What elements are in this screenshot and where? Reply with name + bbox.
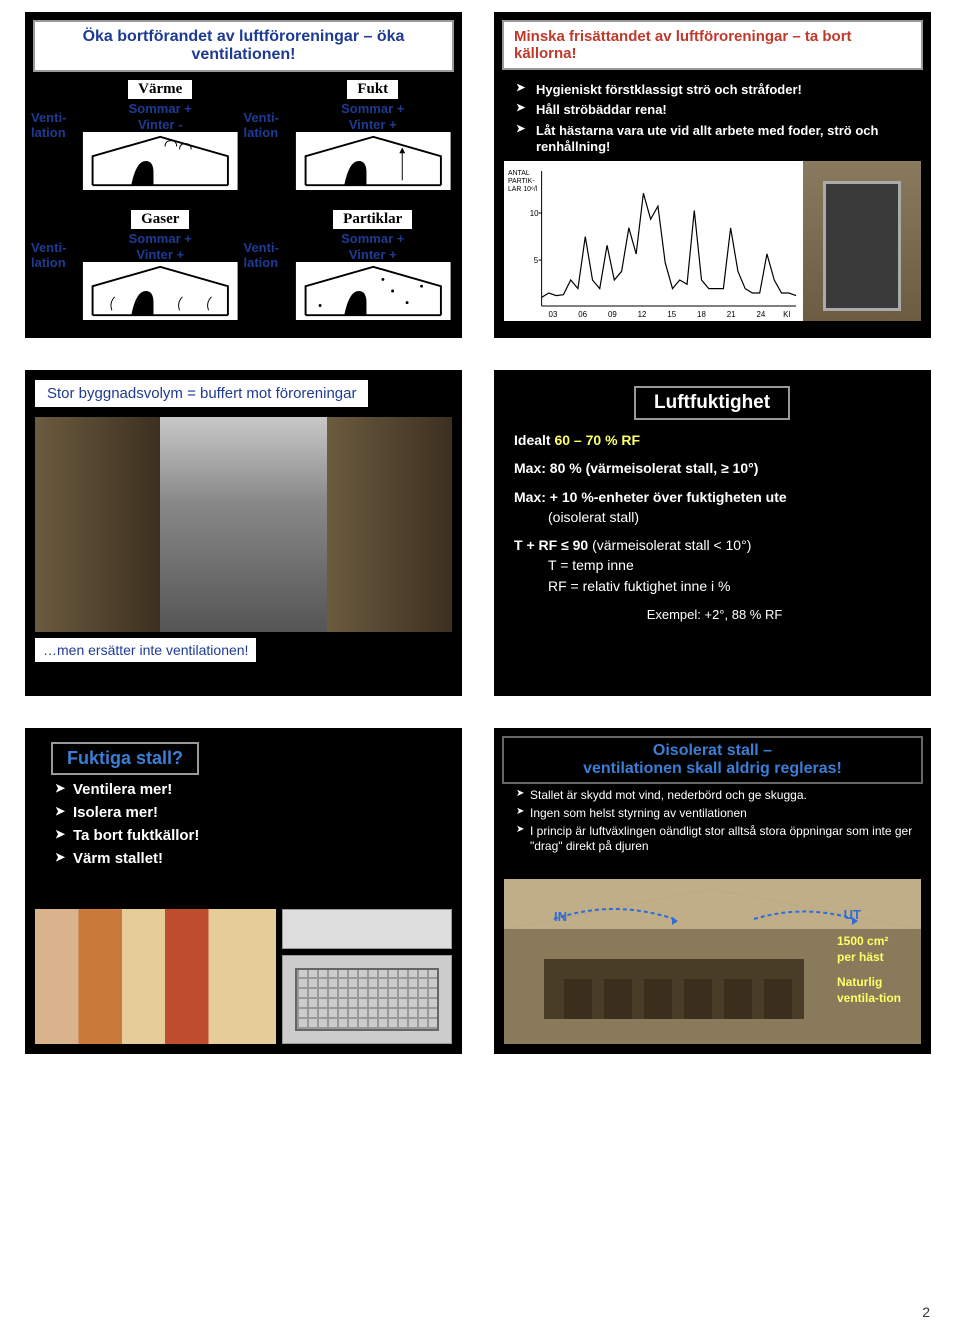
- svg-text:Kl: Kl: [783, 310, 790, 319]
- vent-cell: Venti-lation Partiklar Sommar +Vinter +: [244, 210, 457, 340]
- svg-text:10: 10: [530, 209, 539, 218]
- vent-cell: Venti-lation Gaser Sommar +Vinter +: [31, 210, 244, 340]
- vent-grid: Venti-lation Värme Sommar +Vinter - Vent…: [25, 80, 462, 340]
- page: Öka bortförandet av luftföroreningar – ö…: [0, 0, 960, 1340]
- svg-text:ANTAL: ANTAL: [508, 170, 530, 177]
- vent-label: Venti-lation: [244, 80, 290, 140]
- bullet: Ingen som helst styrning av ventilatione…: [516, 806, 919, 821]
- particle-chart: ANTAL PARTIK- LAR 10⁶/l 10 5 03 06 09 12 15…: [504, 161, 921, 321]
- slide-1: Öka bortförandet av luftföroreningar – ö…: [25, 12, 462, 338]
- barn-icon: [290, 262, 457, 320]
- vent-head: Gaser: [131, 210, 189, 229]
- max1: Max: 80 % (värmeisolerat stall, ≥ 10°): [514, 458, 915, 478]
- stable-door-photo: [801, 161, 921, 321]
- bullet: Isolera mer!: [55, 804, 462, 821]
- svg-text:18: 18: [697, 310, 706, 319]
- slide3-caption-bottom: …men ersätter inte ventilationen!: [35, 638, 256, 662]
- slide-5: Fuktiga stall? Ventilera mer! Isolera me…: [25, 728, 462, 1054]
- bullet: Hygieniskt förstklassigt strö och stråfo…: [522, 82, 917, 98]
- screw-image: [282, 909, 452, 949]
- slide5-images: [35, 909, 452, 1044]
- vent-cell: Venti-lation Fukt Sommar +Vinter +: [244, 80, 457, 210]
- vent-cell: Venti-lation Värme Sommar +Vinter -: [31, 80, 244, 210]
- slide2-title: Minska frisättandet av luftföroreningar …: [502, 20, 923, 70]
- slide-2: Minska frisättandet av luftföroreningar …: [494, 12, 931, 338]
- bullet: Håll ströbäddar rena!: [522, 102, 917, 118]
- bullet: Värm stallet!: [55, 850, 462, 867]
- svg-text:15: 15: [667, 310, 676, 319]
- barn-icon: [77, 262, 244, 320]
- slide4-body: Idealt 60 – 70 % RF Max: 80 % (värmeisol…: [494, 420, 931, 625]
- vent-head: Fukt: [347, 80, 398, 99]
- svg-text:03: 03: [549, 310, 558, 319]
- vent-label: Venti-lation: [244, 210, 290, 270]
- slide1-title: Öka bortförandet av luftföroreningar – ö…: [33, 20, 454, 72]
- page-number: 2: [922, 1304, 930, 1320]
- trf: T + RF ≤ 90 (värmeisolerat stall < 10°) …: [514, 535, 915, 596]
- bullet: Låt hästarna vara ute vid allt arbete me…: [522, 123, 917, 156]
- slide-6: Oisolerat stall –ventilationen skall ald…: [494, 728, 931, 1054]
- slide5-bullets: Ventilera mer! Isolera mer! Ta bort fukt…: [25, 781, 462, 867]
- vent-label: Venti-lation: [31, 210, 77, 270]
- bullet: Ta bort fuktkällor!: [55, 827, 462, 844]
- max2: Max: + 10 %-enheter över fuktigheten ute…: [514, 487, 915, 528]
- in-label: IN: [554, 909, 567, 924]
- svg-text:5: 5: [534, 256, 539, 265]
- slide3-caption-top: Stor byggnadsvolym = buffert mot föroren…: [35, 380, 368, 407]
- svg-text:LAR 10⁶/l: LAR 10⁶/l: [508, 186, 538, 193]
- svg-text:24: 24: [756, 310, 765, 319]
- slide6-title: Oisolerat stall –ventilationen skall ald…: [502, 736, 923, 784]
- insulation-image: [35, 909, 276, 1044]
- vent-label: Venti-lation: [31, 80, 77, 140]
- side-note: 1500 cm² per häst Naturlig ventila-tion: [837, 934, 917, 1006]
- slide6-bullets: Stallet är skydd mot vind, nederbörd och…: [494, 788, 931, 854]
- slide2-bullets: Hygieniskt förstklassigt strö och stråfo…: [494, 78, 931, 155]
- stable-interior-photo: [35, 417, 452, 632]
- example: Exempel: +2°, 88 % RF: [514, 606, 915, 625]
- out-label: UT: [844, 907, 861, 922]
- slide-4: Luftfuktighet Idealt 60 – 70 % RF Max: 8…: [494, 370, 931, 696]
- bullet: Stallet är skydd mot vind, nederbörd och…: [516, 788, 919, 803]
- fan-image: [282, 955, 452, 1044]
- barn-icon: [290, 132, 457, 190]
- barn-icon: [77, 132, 244, 190]
- svg-text:PARTIK-: PARTIK-: [508, 178, 535, 185]
- vent-head: Värme: [128, 80, 192, 99]
- svg-text:12: 12: [638, 310, 647, 319]
- slide-3: Stor byggnadsvolym = buffert mot föroren…: [25, 370, 462, 696]
- bullet: I princip är luftväxlingen oändligt stor…: [516, 824, 919, 854]
- svg-text:09: 09: [608, 310, 617, 319]
- slide5-title: Fuktiga stall?: [51, 742, 199, 775]
- bullet: Ventilera mer!: [55, 781, 462, 798]
- ideal-line: Idealt 60 – 70 % RF: [514, 430, 915, 450]
- svg-text:21: 21: [727, 310, 736, 319]
- open-barn-photo: IN UT 1500 cm² per häst Naturlig ventila…: [504, 879, 921, 1044]
- slide4-title: Luftfuktighet: [634, 386, 790, 420]
- svg-text:06: 06: [578, 310, 587, 319]
- vent-head: Partiklar: [333, 210, 412, 229]
